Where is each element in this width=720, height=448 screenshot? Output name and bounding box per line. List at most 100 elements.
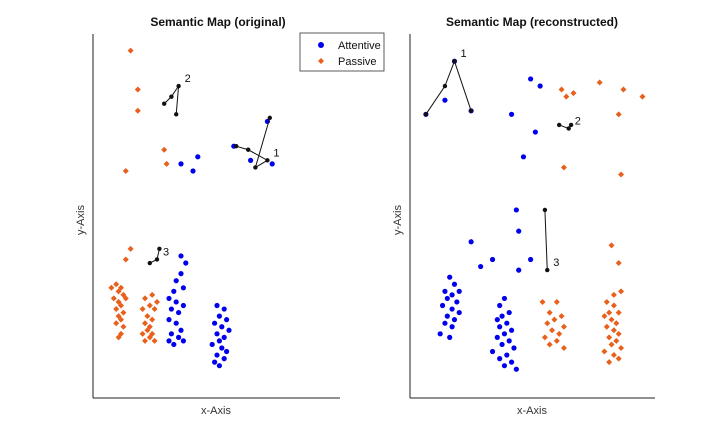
point-attentive-reconstructed-21: [444, 295, 450, 302]
point-passive-original-37: [146, 334, 153, 341]
point-passive-original-3: [122, 167, 129, 174]
point-attentive-reconstructed-11: [468, 239, 474, 245]
point-attentive-original-27: [221, 306, 227, 312]
point-attentive-original-40: [221, 356, 227, 362]
point-attentive-original-39: [214, 352, 220, 358]
point-attentive-reconstructed-16: [447, 274, 453, 280]
point-attentive-original-14: [173, 299, 179, 305]
point-attentive-reconstructed-24: [449, 306, 455, 312]
annotation-node-2-original-1: [169, 94, 174, 99]
point-passive-original-38: [151, 337, 158, 344]
annotation-node-1-original-2: [265, 158, 270, 163]
point-attentive-original-11: [180, 285, 186, 291]
annotation-node-2-original-3: [174, 112, 179, 117]
point-attentive-original-20: [178, 327, 184, 333]
point-attentive-reconstructed-8: [520, 154, 527, 160]
annotation-label-1-original: 1: [273, 147, 279, 159]
point-attentive-original-1: [269, 161, 275, 167]
point-attentive-original-5: [190, 168, 196, 174]
annotation-node-1-reconstructed-0: [423, 112, 429, 117]
point-passive-original-29: [139, 306, 146, 313]
point-attentive-reconstructed-43: [499, 341, 505, 348]
point-attentive-original-9: [178, 271, 184, 277]
point-passive-reconstructed-10: [615, 260, 622, 267]
point-passive-reconstructed-36: [606, 334, 613, 341]
point-attentive-reconstructed-34: [506, 309, 512, 316]
point-attentive-reconstructed-25: [456, 309, 462, 316]
point-attentive-reconstructed-5: [537, 83, 543, 89]
point-passive-original-8: [113, 281, 120, 288]
point-attentive-original-42: [212, 359, 218, 365]
point-attentive-reconstructed-29: [449, 324, 455, 330]
point-attentive-original-23: [166, 338, 172, 344]
point-attentive-reconstructed-20: [449, 292, 455, 298]
point-attentive-original-29: [224, 317, 230, 323]
point-passive-original-34: [144, 327, 151, 334]
point-passive-reconstructed-35: [615, 330, 622, 337]
annotation-label-3-reconstructed: 3: [553, 257, 559, 269]
point-attentive-reconstructed-37: [504, 320, 510, 326]
point-passive-original-39: [142, 337, 148, 344]
plot-area-reconstructed: 1 2 3: [423, 48, 646, 372]
point-attentive-original-35: [216, 338, 222, 344]
annotation-node-3-reconstructed-0: [542, 207, 548, 213]
legend-label-attentive: Attentive: [338, 40, 381, 52]
point-passive-original-4: [161, 146, 168, 153]
point-passive-reconstructed-13: [539, 298, 546, 305]
legend-label-passive: Passive: [338, 56, 377, 68]
annotation-label-1-reconstructed: 1: [460, 48, 466, 60]
annotation-line-3-reconstructed: [544, 209, 548, 271]
annotation-node-1-original-0: [234, 144, 239, 149]
point-attentive-reconstructed-38: [497, 324, 503, 330]
point-attentive-original-33: [214, 331, 220, 337]
point-passive-reconstructed-29: [615, 309, 622, 316]
point-passive-original-21: [113, 320, 120, 327]
point-passive-original-5: [163, 160, 170, 167]
annotation-node-3-reconstructed-1: [545, 267, 550, 273]
point-passive-original-26: [142, 295, 148, 302]
point-passive-original-20: [118, 316, 124, 323]
point-passive-reconstructed-8: [618, 171, 625, 178]
point-passive-reconstructed-1: [563, 93, 570, 100]
point-passive-original-16: [118, 302, 124, 309]
point-passive-reconstructed-7: [560, 164, 567, 171]
point-passive-reconstructed-5: [639, 93, 646, 100]
point-attentive-reconstructed-39: [508, 327, 515, 333]
point-passive-reconstructed-19: [560, 323, 567, 330]
point-passive-original-0: [127, 47, 134, 54]
point-passive-original-25: [149, 291, 156, 298]
point-attentive-original-25: [171, 341, 177, 348]
point-passive-reconstructed-21: [556, 330, 563, 337]
point-passive-original-28: [151, 306, 158, 313]
point-attentive-original-28: [216, 313, 222, 319]
point-passive-reconstructed-27: [610, 302, 617, 309]
point-attentive-reconstructed-33: [497, 302, 503, 309]
point-attentive-original-31: [219, 324, 225, 330]
point-attentive-reconstructed-41: [494, 334, 500, 340]
point-attentive-original-22: [176, 334, 182, 340]
point-attentive-reconstructed-44: [511, 345, 517, 351]
point-attentive-reconstructed-49: [501, 363, 508, 369]
point-passive-original-6: [127, 245, 134, 252]
point-passive-original-10: [108, 284, 115, 291]
point-passive-reconstructed-34: [610, 327, 617, 334]
point-passive-reconstructed-0: [558, 86, 565, 93]
point-attentive-reconstructed-47: [497, 356, 503, 362]
point-passive-reconstructed-12: [610, 291, 617, 298]
point-attentive-reconstructed-13: [478, 263, 484, 270]
panel-reconstructed: Semantic Map (reconstructed) x-Axis y-Ax…: [392, 15, 655, 417]
annotation-node-1-reconstructed-3: [468, 108, 474, 114]
chart-title-reconstructed: Semantic Map (reconstructed): [446, 15, 618, 29]
annotation-node-2-original-0: [162, 101, 167, 106]
point-passive-reconstructed-15: [546, 309, 553, 316]
annotation-node-1-original-1: [246, 147, 251, 152]
annotation-node-3-original-1: [154, 257, 160, 262]
point-passive-reconstructed-31: [608, 316, 615, 323]
point-passive-reconstructed-18: [544, 320, 551, 327]
annotation-line-1-reconstructed: [425, 59, 472, 115]
panel-original: Semantic Map (original) x-Axis y-Axis At…: [75, 15, 385, 417]
point-attentive-reconstructed-14: [516, 267, 522, 273]
annotation-node-1-reconstructed-2: [452, 59, 457, 64]
annotation-node-2-original-2: [176, 83, 181, 89]
